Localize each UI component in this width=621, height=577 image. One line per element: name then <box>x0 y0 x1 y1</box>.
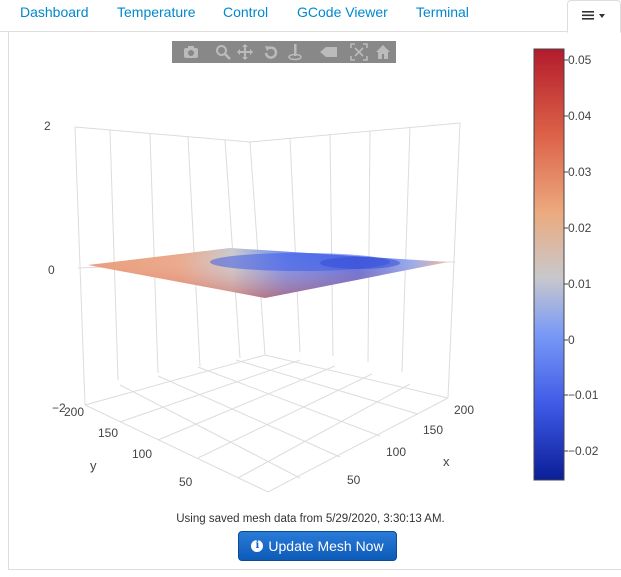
x-tick-label: 50 <box>347 473 361 487</box>
colorbar-tick-label: 0.04 <box>568 109 592 123</box>
tab-menu-dropdown[interactable] <box>567 0 621 33</box>
colorbar-tick-label: 0.01 <box>568 277 592 291</box>
y-tick-label: 50 <box>179 475 193 489</box>
zoom-icon[interactable] <box>212 41 234 63</box>
colorbar-tick-label: 0.03 <box>568 165 592 179</box>
colorbar-tick-label: −0.01 <box>568 388 599 402</box>
reset-camera-last-save-icon[interactable] <box>348 41 370 63</box>
tab-gcode-viewer[interactable]: GCode Viewer <box>297 4 388 20</box>
bed-visualizer-panel <box>8 31 621 570</box>
colorbar-tick-label: 0 <box>568 333 575 347</box>
x-tick-label: 200 <box>454 403 474 417</box>
caret-down-icon <box>599 14 605 18</box>
z-tick-label: 2 <box>44 119 51 133</box>
tab-control[interactable]: Control <box>223 4 269 20</box>
tab-terminal[interactable]: Terminal <box>416 4 469 20</box>
y-tick-label: 150 <box>98 426 118 440</box>
tab-dashboard[interactable]: Dashboard <box>20 4 89 20</box>
orbit-rotation-icon[interactable] <box>260 41 282 63</box>
colorbar-tick-label: −0.02 <box>568 444 599 458</box>
z-tick-label: 0 <box>48 263 55 277</box>
home-icon[interactable] <box>372 41 394 63</box>
reset-camera-default-icon[interactable] <box>318 41 340 63</box>
mesh-surface[interactable] <box>88 248 448 298</box>
info-circle-icon: i <box>251 540 264 552</box>
hamburger-icon <box>582 11 605 20</box>
tab-temperature[interactable]: Temperature <box>117 4 196 20</box>
plot-modebar <box>172 41 396 63</box>
y-tick-label: 200 <box>64 405 84 419</box>
pan-icon[interactable] <box>234 41 256 63</box>
y-tick-label: 100 <box>132 447 152 461</box>
nav-tabs: Dashboard Temperature Control GCode View… <box>0 0 621 32</box>
colorbar <box>533 48 565 481</box>
camera-icon[interactable] <box>180 41 202 63</box>
y-axis-label: y <box>90 458 97 473</box>
z-tick-label: −2 <box>52 401 66 415</box>
x-tick-label: 150 <box>423 423 443 437</box>
x-axis-label: x <box>443 454 450 469</box>
update-mesh-button[interactable]: i Update Mesh Now <box>238 531 397 561</box>
x-tick-label: 100 <box>386 445 406 459</box>
axis-grid <box>74 122 461 493</box>
colorbar-tick-label: 0.02 <box>568 221 592 235</box>
turntable-rotation-icon[interactable] <box>284 41 306 63</box>
colorbar-tick-label: 0.05 <box>568 53 592 67</box>
update-mesh-button-label: Update Mesh Now <box>268 538 384 554</box>
mesh-status-text: Using saved mesh data from 5/29/2020, 3:… <box>176 513 445 525</box>
